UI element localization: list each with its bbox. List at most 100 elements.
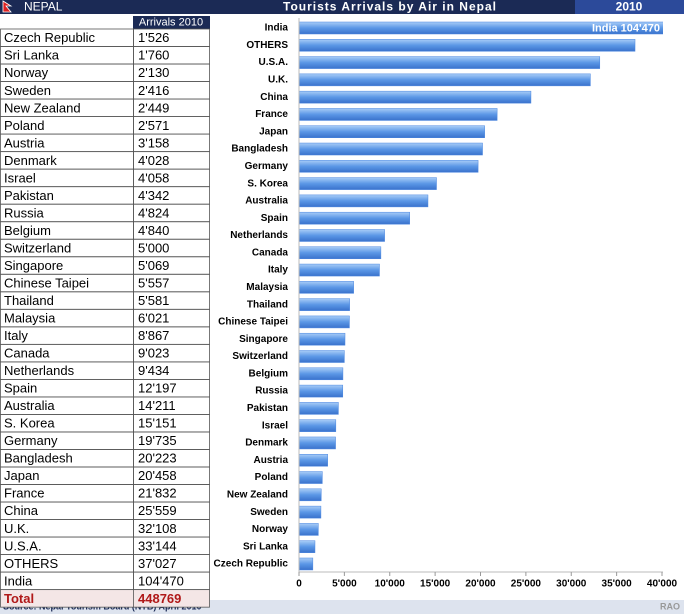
country-name: U.K. xyxy=(4,521,29,536)
arrivals: 1'760 xyxy=(138,48,169,63)
total-row xyxy=(0,589,210,608)
y-tick-label: Netherlands xyxy=(230,230,288,241)
country-name: OTHERS xyxy=(4,556,59,571)
y-tick-label: Russia xyxy=(255,386,288,397)
bar xyxy=(299,557,314,571)
y-tick-label: Singapore xyxy=(239,334,288,345)
country-name: New Zealand xyxy=(4,100,81,115)
country-name: Pakistan xyxy=(4,188,54,203)
country-name: Czech Republic xyxy=(4,30,96,45)
y-tick-label: OTHERS xyxy=(246,40,288,51)
country-name: Australia xyxy=(4,398,55,413)
table-header: Arrivals 2010 xyxy=(139,16,203,28)
total-label: Total xyxy=(4,591,34,606)
country-name: Spain xyxy=(4,381,37,396)
country-name: Bangladesh xyxy=(4,451,73,466)
flag xyxy=(2,0,13,13)
country-name: Italy xyxy=(4,328,28,343)
arrivals: 12'197 xyxy=(138,381,177,396)
arrivals: 2'130 xyxy=(138,65,169,80)
country-name: India xyxy=(4,573,33,588)
x-tick-label: 5'000 xyxy=(332,579,357,590)
bar xyxy=(299,142,483,156)
arrivals: 37'027 xyxy=(138,556,177,571)
bar xyxy=(299,350,345,363)
arrivals: 33'144 xyxy=(138,538,177,553)
header-bar xyxy=(0,0,684,14)
country-name: Canada xyxy=(4,346,50,361)
bar xyxy=(299,108,498,121)
bar xyxy=(299,194,429,208)
x-tick-label: 15'000 xyxy=(420,579,451,590)
country-name: Singapore xyxy=(4,258,63,273)
country: NEPAL xyxy=(24,0,63,14)
x-tick-label: 35'000 xyxy=(602,579,633,590)
arrivals: 5'557 xyxy=(138,275,169,290)
arrivals: 32'108 xyxy=(138,521,177,536)
arrivals: 4'028 xyxy=(138,153,169,168)
x-tick-label: 0 xyxy=(296,579,302,590)
arrivals: 15'151 xyxy=(138,416,177,431)
bar xyxy=(299,298,350,311)
y-tick-label: Pakistan xyxy=(247,403,288,414)
bar xyxy=(299,540,316,553)
bar xyxy=(299,56,601,69)
y-tick-label: France xyxy=(255,109,288,120)
arrivals: 3'158 xyxy=(138,135,169,150)
y-tick-label: Thailand xyxy=(247,299,288,310)
bar xyxy=(299,419,337,432)
country-name: Denmark xyxy=(4,153,57,168)
y-tick-label: Denmark xyxy=(245,438,288,449)
country-name: S. Korea xyxy=(4,416,55,431)
bar xyxy=(299,281,354,294)
annotation: India 104'470 xyxy=(592,22,660,34)
country-name: Malaysia xyxy=(4,311,56,326)
bar xyxy=(299,402,339,415)
y-tick-label: Germany xyxy=(245,161,289,172)
y-tick-label: Israel xyxy=(262,420,288,431)
arrivals: 104'470 xyxy=(138,573,184,588)
y-tick-label: Italy xyxy=(268,265,288,276)
bar xyxy=(299,125,485,138)
y-tick-label: Poland xyxy=(255,472,288,483)
y-tick-label: Belgium xyxy=(249,368,289,379)
arrivals: 20'223 xyxy=(138,451,177,466)
arrivals: 25'559 xyxy=(138,503,177,518)
x-tick-label: 40'000 xyxy=(647,579,678,590)
bar xyxy=(299,246,382,260)
total-value: 448769 xyxy=(138,591,181,606)
country-name: Belgium xyxy=(4,223,51,238)
arrivals: 5'000 xyxy=(138,240,169,255)
country-name: Netherlands xyxy=(4,363,75,378)
y-tick-label: Malaysia xyxy=(246,282,288,293)
x-tick-label: 20'000 xyxy=(465,579,496,590)
country-name: Japan xyxy=(4,468,39,483)
country-name: Thailand xyxy=(4,293,54,308)
arrivals: 14'211 xyxy=(138,398,176,413)
bar xyxy=(299,160,479,173)
y-tick-label: New Zealand xyxy=(227,489,288,500)
arrivals: 4'342 xyxy=(138,188,169,203)
bar xyxy=(299,21,663,35)
arrivals: 5'581 xyxy=(138,293,169,308)
arrivals: 20'458 xyxy=(138,468,177,483)
year: 2010 xyxy=(616,0,643,14)
y-tick-label: U.S.A. xyxy=(259,57,289,68)
arrivals: 4'840 xyxy=(138,223,169,238)
country-name: Austria xyxy=(4,135,45,150)
y-tick-label: Japan xyxy=(259,126,288,137)
y-tick-label: Austria xyxy=(254,455,289,466)
bar xyxy=(299,177,437,190)
y-tick-label: Canada xyxy=(252,247,289,258)
y-tick-label: Norway xyxy=(252,524,289,535)
bar xyxy=(299,315,350,329)
y-tick-label: India xyxy=(265,23,289,34)
y-tick-label: U.K. xyxy=(268,75,288,86)
x-tick-label: 25'000 xyxy=(511,579,542,590)
bar xyxy=(299,332,346,346)
arrivals: 21'832 xyxy=(138,486,177,501)
bar xyxy=(299,384,344,398)
y-tick-label: Australia xyxy=(245,196,288,207)
arrivals: 4'058 xyxy=(138,170,169,185)
